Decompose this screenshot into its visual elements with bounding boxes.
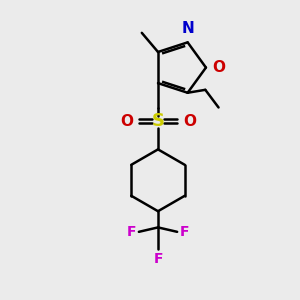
Text: O: O bbox=[120, 114, 133, 129]
Text: S: S bbox=[152, 112, 164, 130]
Text: N: N bbox=[181, 22, 194, 37]
Text: F: F bbox=[126, 225, 136, 239]
Text: F: F bbox=[153, 252, 163, 266]
Text: F: F bbox=[180, 225, 190, 239]
Text: O: O bbox=[212, 60, 225, 75]
Text: O: O bbox=[183, 114, 196, 129]
